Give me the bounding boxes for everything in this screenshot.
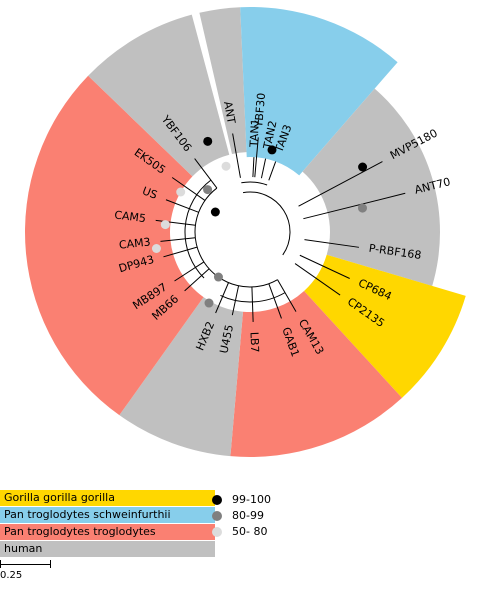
branch-ant70 [303, 192, 406, 220]
support-dot-icon [212, 495, 222, 505]
branch-tan3 [268, 161, 277, 181]
support-node [221, 161, 231, 171]
taxon-label-cam5: CAM5 [114, 208, 147, 225]
support-node [203, 185, 213, 195]
internal-arc-1 [194, 187, 278, 288]
clade-sector-human [119, 297, 244, 457]
branch-mb897 [174, 261, 205, 282]
support-node [151, 243, 161, 253]
taxon-label-cam3: CAM3 [118, 235, 151, 251]
branch-cam13 [277, 279, 297, 312]
branch-tan1 [252, 157, 255, 178]
internal-arc-2 [184, 179, 212, 279]
branch-ek505 [171, 177, 206, 201]
support-legend-item: 99-100 [212, 492, 271, 508]
legend-item-gorilla: Gorilla gorilla gorilla [0, 490, 215, 506]
support-node [176, 187, 186, 197]
support-node [160, 220, 170, 230]
support-node [204, 298, 214, 308]
support-legend: 99-100 80-99 50- 80 [212, 492, 271, 540]
internal-arc-3 [220, 292, 286, 303]
support-node [357, 203, 367, 213]
legend-item-human: human [0, 541, 215, 557]
clade-sector-human [88, 14, 230, 177]
support-dot-icon [212, 527, 222, 537]
support-label: 99-100 [232, 493, 271, 506]
branch-tan2 [260, 158, 267, 179]
scale-bar-line [0, 560, 51, 568]
branch-ybf106 [194, 158, 218, 189]
clade-sectors [24, 6, 466, 457]
scale-bar: 0.25 [0, 560, 60, 590]
branch-mb66 [184, 268, 210, 292]
internal-arc-0 [242, 191, 291, 256]
support-node [213, 272, 223, 282]
internal-arc-4 [241, 181, 268, 186]
taxon-label-u455: U455 [217, 323, 236, 354]
taxon-label-us: US [140, 184, 159, 202]
taxon-label-ybf30: YBF30 [252, 92, 268, 129]
scale-label: 0.25 [0, 570, 23, 581]
branch-us [165, 199, 199, 213]
tree-branches [155, 133, 406, 322]
legend-item-troglodytes: Pan troglodytes troglodytes [0, 524, 215, 540]
legend-item-schweinfurthii: Pan troglodytes schweinfurthii [0, 507, 215, 523]
clade-sector-troglodytes [24, 75, 204, 416]
support-legend-item: 50- 80 [212, 524, 271, 540]
support-node [210, 207, 220, 217]
support-nodes [151, 136, 368, 308]
taxon-label-ant: ANT [221, 100, 238, 125]
taxon-label-tan1: TAN1 [247, 118, 262, 148]
clade-sector-human [302, 88, 441, 286]
support-label: 50- 80 [232, 525, 268, 538]
branch-cam5 [155, 219, 196, 226]
branch-lb7 [251, 286, 254, 322]
clade-sector-gorilla [304, 254, 466, 398]
support-dot-icon [212, 511, 222, 521]
branch-ant [232, 133, 241, 178]
support-node [267, 145, 277, 155]
branch-dp943 [163, 246, 198, 258]
support-node [358, 162, 368, 172]
branch-hxb2 [215, 282, 229, 314]
clade-legend: Gorilla gorilla gorilla Pan troglodytes s… [0, 490, 215, 558]
branch-ybf30 [254, 137, 259, 178]
clade-sector-troglodytes [230, 290, 403, 457]
clade-sector-human [199, 7, 247, 155]
branch-p-rbf168 [304, 239, 359, 248]
branch-mvp5180 [298, 161, 383, 207]
support-label: 80-99 [232, 509, 264, 522]
taxon-label-tan2: TAN2 [261, 119, 280, 151]
branch-cam3 [160, 237, 196, 242]
branch-gab1 [268, 283, 282, 319]
support-node [203, 136, 213, 146]
support-legend-item: 80-99 [212, 508, 271, 524]
taxon-label-lb7: LB7 [247, 332, 261, 353]
branch-cp684 [299, 254, 350, 279]
clade-sector-schweinfurthii [240, 6, 398, 176]
branch-cp2135 [294, 263, 341, 296]
